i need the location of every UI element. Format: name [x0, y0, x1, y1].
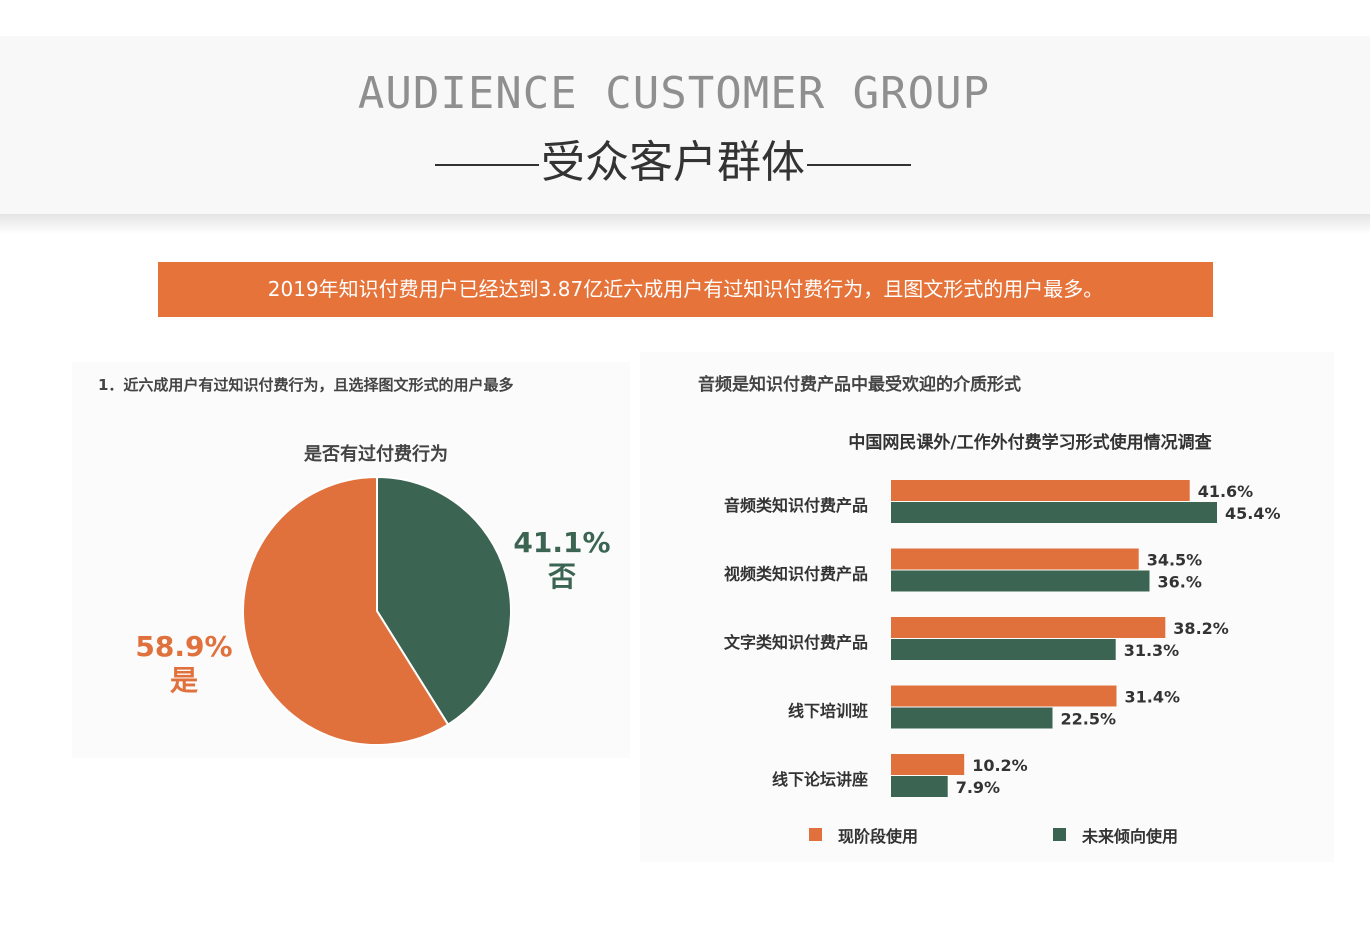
bar-current — [891, 480, 1190, 501]
chinese-title: 受众客户群体 — [0, 126, 1346, 190]
bar-value-label: 45.4% — [1225, 504, 1281, 523]
bar-future — [891, 707, 1053, 729]
title-dash-right — [807, 164, 911, 166]
bar-future — [891, 502, 1217, 523]
legend-label: 未来倾向使用 — [1081, 827, 1178, 846]
pie-section-heading: 1．近六成用户有过知识付费行为，且选择图文形式的用户最多 — [98, 376, 514, 394]
legend-swatch — [1053, 828, 1066, 841]
pie-category-label: 是 — [170, 664, 198, 697]
bar-current — [891, 754, 965, 775]
bar-current — [891, 548, 1139, 570]
chinese-title-text: 受众客户群体 — [541, 137, 805, 188]
pie-value-label: 58.9% — [135, 630, 232, 663]
bar-value-label: 31.3% — [1124, 641, 1180, 660]
bar-chart-panel — [640, 352, 1334, 862]
pie-value-label: 41.1% — [513, 526, 610, 559]
bar-future — [891, 639, 1116, 660]
header-divider — [0, 214, 1370, 234]
bar-category-label: 文字类知识付费产品 — [724, 633, 868, 652]
bar-value-label: 34.5% — [1147, 551, 1203, 570]
bar-value-label: 7.9% — [956, 778, 1000, 797]
title-dash-left — [435, 164, 539, 166]
bar-category-label: 线下论坛讲座 — [772, 770, 868, 789]
bar-current — [891, 617, 1166, 638]
bar-value-label: 31.4% — [1125, 688, 1181, 707]
pie-slice-2 — [242, 475, 450, 746]
bar-category-label: 音频类知识付费产品 — [724, 496, 868, 515]
legend-swatch — [809, 828, 822, 841]
bar-current — [891, 685, 1117, 707]
pie-category-label: 否 — [548, 560, 576, 593]
bar-value-label: 41.6% — [1198, 482, 1254, 501]
bar-value-label: 38.2% — [1173, 619, 1229, 638]
bar-future — [891, 776, 948, 797]
bar-value-label: 10.2% — [972, 756, 1028, 775]
header-band — [0, 36, 1370, 216]
bar-category-label: 线下培训班 — [788, 702, 868, 721]
pie-chart-title: 是否有过付费行为 — [304, 444, 448, 465]
legend-label: 现阶段使用 — [838, 827, 918, 846]
bar-category-label: 视频类知识付费产品 — [724, 565, 868, 584]
bar-value-label: 22.5% — [1061, 710, 1117, 729]
bar-value-label: 36.% — [1158, 573, 1202, 592]
english-title: AUDIENCE CUSTOMER GROUP — [357, 68, 991, 119]
bar-future — [891, 570, 1150, 592]
bar-section-heading: 音频是知识付费产品中最受欢迎的介质形式 — [698, 375, 1021, 395]
summary-banner: 2019年知识付费用户已经达到3.87亿近六成用户有过知识付费行为，且图文形式的… — [158, 262, 1213, 317]
bar-chart-title: 中国网民课外/工作外付费学习形式使用情况调查 — [848, 433, 1212, 453]
